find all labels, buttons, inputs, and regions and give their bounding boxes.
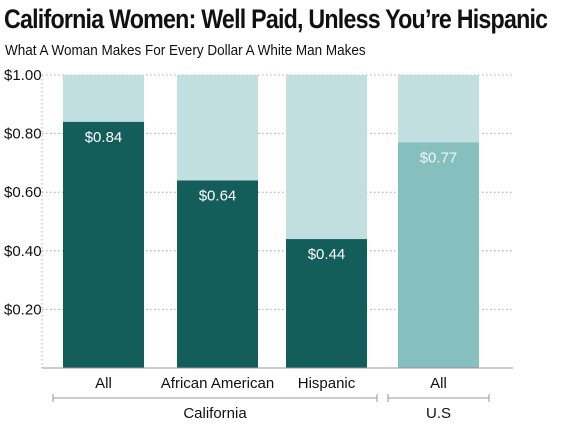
x-tick-label: African American [161, 375, 274, 392]
y-tick-label: $0.80 [4, 126, 42, 143]
data-label: $0.44 [308, 246, 346, 263]
x-axis [41, 75, 513, 369]
group-label: California [183, 405, 247, 422]
data-labels: $0.84 $0.64 $0.44 $0.77 [85, 129, 458, 263]
y-tick-label: $0.20 [4, 301, 42, 318]
bars [63, 121, 479, 368]
x-tick-label: All [430, 375, 447, 392]
data-label: $0.84 [85, 129, 123, 146]
bar [286, 239, 367, 368]
y-tick-label: $0.60 [4, 184, 42, 201]
category-labels: All African American Hispanic All [95, 375, 447, 392]
data-label: $0.77 [420, 149, 458, 166]
x-tick-label: All [95, 375, 112, 392]
y-axis-ticks: $0.20 $0.40 $0.60 $0.80 $1.00 [4, 67, 42, 318]
data-label: $0.64 [199, 187, 237, 204]
bar [63, 121, 144, 368]
group-label: U.S [426, 405, 451, 422]
bar [398, 142, 479, 368]
y-tick-label: $1.00 [4, 67, 42, 84]
y-tick-label: $0.40 [4, 243, 42, 260]
chart-title: California Women: Well Paid, Unless You’… [4, 4, 548, 34]
group-brackets: California U.S [52, 394, 490, 422]
bar [177, 180, 258, 368]
x-tick-label: Hispanic [298, 375, 356, 392]
chart-subtitle: What A Woman Makes For Every Dollar A Wh… [5, 42, 366, 59]
